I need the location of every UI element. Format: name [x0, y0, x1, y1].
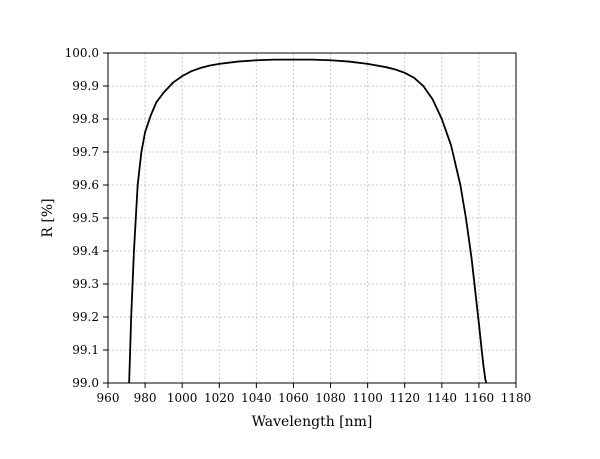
x-tick-label: 1120 — [389, 391, 420, 405]
x-axis: 960 980 1000 1020 1040 1060 1080 1100 1120 1140 11… — [97, 383, 532, 405]
x-tick-label: 1060 — [278, 391, 309, 405]
y-tick-label: 99.6 — [72, 178, 99, 192]
y-tick-label: 99.5 — [72, 211, 99, 225]
x-tick-label: 1080 — [315, 391, 346, 405]
y-axis: 99.0 99.1 99.2 99.3 99.4 99.5 99.6 99.7 99.8 99.9… — [65, 46, 108, 390]
y-axis-title: R [%] — [40, 198, 56, 237]
x-tick-label: 1140 — [427, 391, 458, 405]
x-tick-label: 1040 — [241, 391, 272, 405]
x-tick-label: 980 — [134, 391, 157, 405]
x-tick-label: 1020 — [204, 391, 235, 405]
y-tick-label: 99.0 — [72, 376, 99, 390]
y-tick-label: 99.1 — [72, 343, 99, 357]
y-tick-label: 100.0 — [65, 46, 99, 60]
x-tick-label: 1180 — [501, 391, 532, 405]
x-tick-label: 1160 — [464, 391, 495, 405]
x-tick-label: 1000 — [167, 391, 198, 405]
y-tick-label: 99.3 — [72, 277, 99, 291]
y-tick-label: 99.9 — [72, 79, 99, 93]
reflectance-series-line — [128, 58, 488, 384]
gridlines — [108, 53, 516, 383]
x-axis-title: Wavelength [nm] — [252, 414, 373, 430]
y-tick-label: 99.7 — [72, 145, 99, 159]
y-tick-label: 99.8 — [72, 112, 99, 126]
x-tick-label: 960 — [97, 391, 120, 405]
y-tick-label: 99.2 — [72, 310, 99, 324]
y-tick-label: 99.4 — [72, 244, 99, 258]
x-tick-label: 1100 — [352, 391, 383, 405]
